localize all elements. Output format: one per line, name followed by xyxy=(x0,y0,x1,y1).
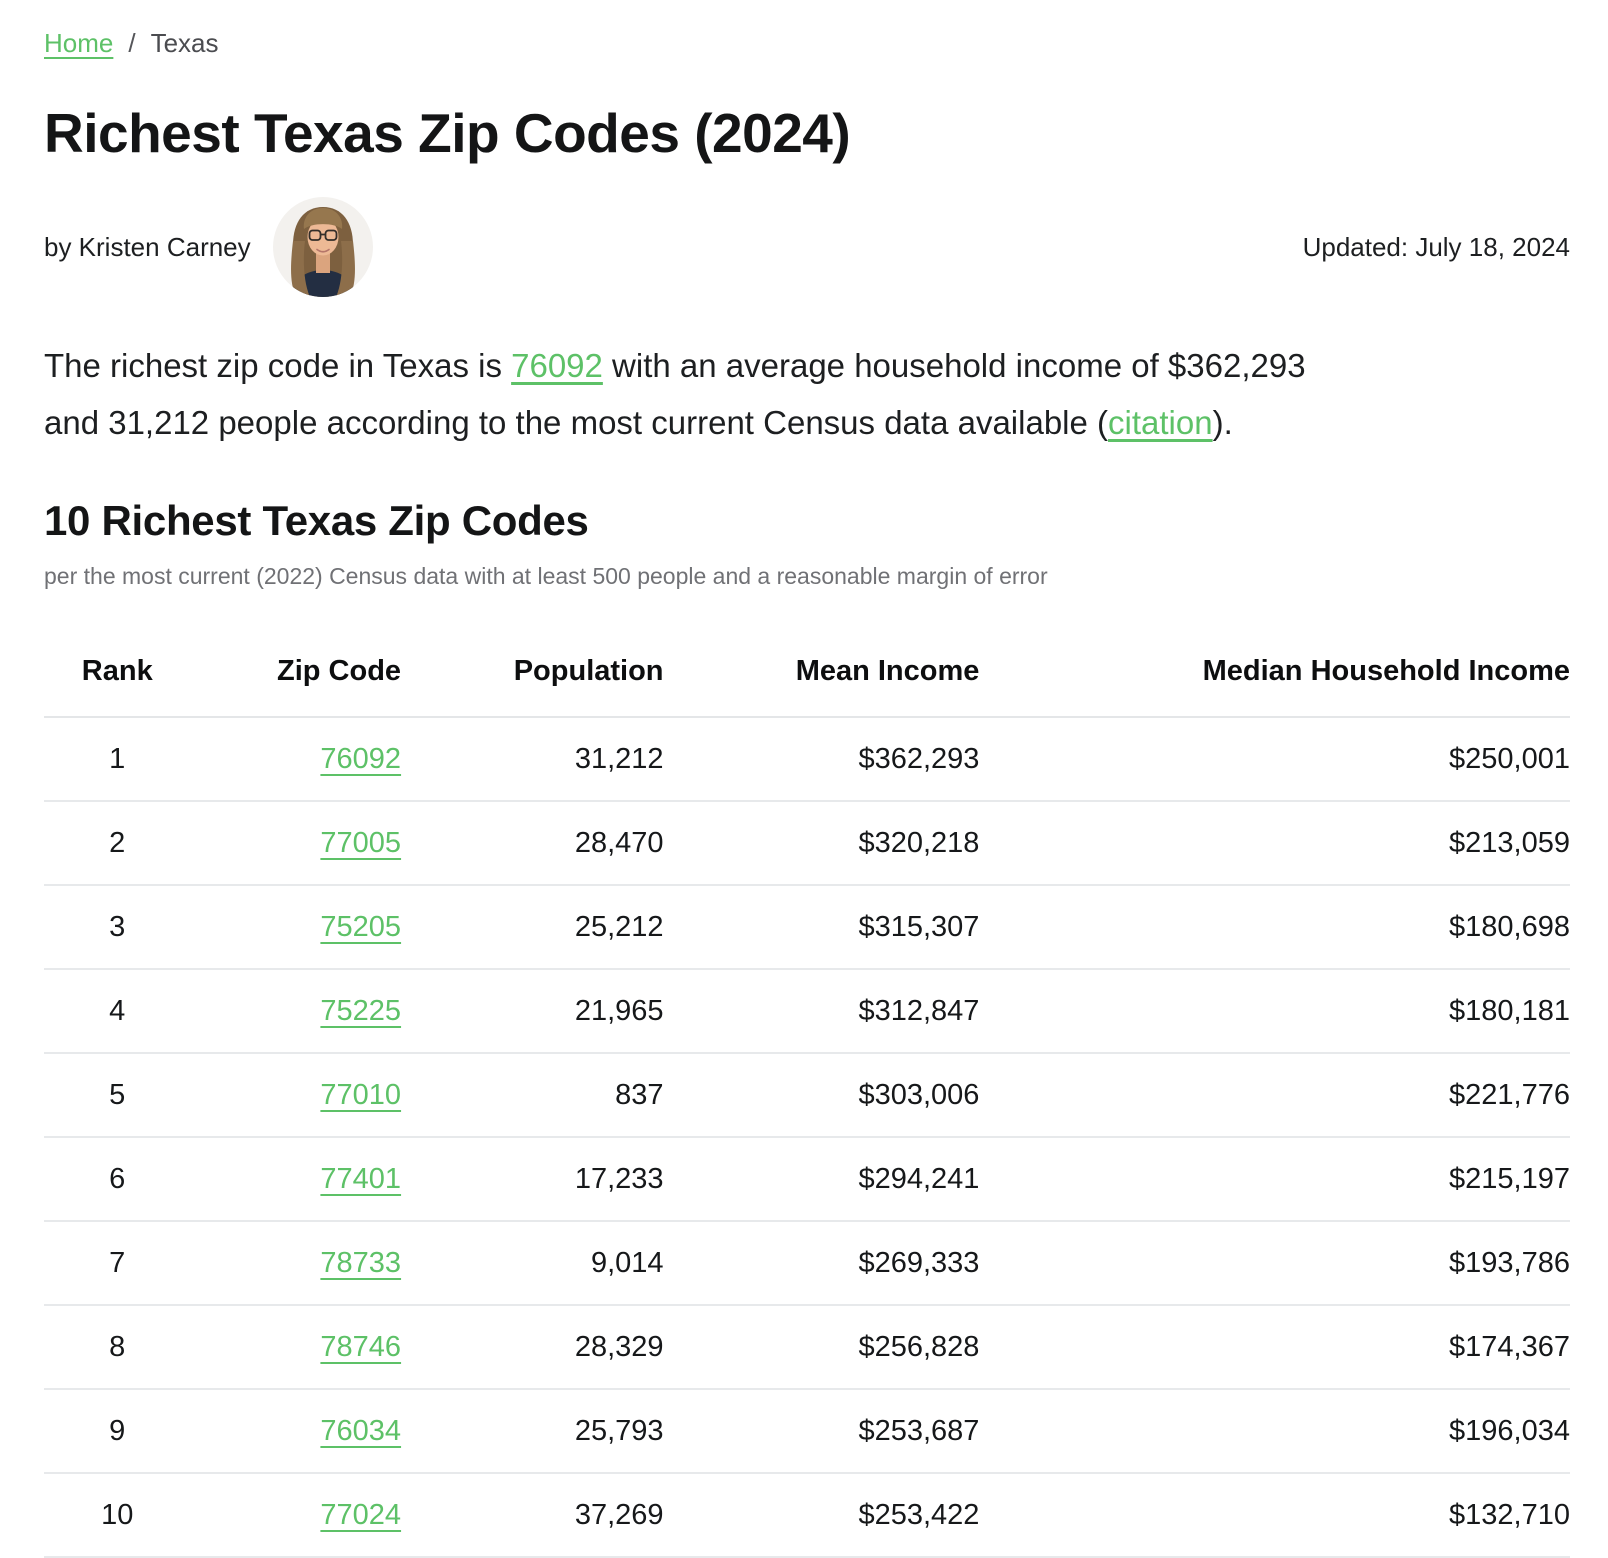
column-header-mean-income: Mean Income xyxy=(663,614,980,718)
rank-cell: 2 xyxy=(44,801,191,886)
richest-zip-codes-table: Rank Zip Code Population Mean Income Med… xyxy=(44,614,1570,1558)
breadcrumb-home-link[interactable]: Home xyxy=(44,28,114,58)
zip-cell: 76092 xyxy=(190,717,402,802)
population-cell: 28,470 xyxy=(401,801,664,886)
rank-cell: 7 xyxy=(44,1221,191,1306)
zip-cell: 77010 xyxy=(190,1053,402,1138)
table-row: 8 78746 28,329 $256,828 $174,367 xyxy=(44,1305,1570,1390)
zip-link[interactable]: 78746 xyxy=(320,1331,402,1363)
median-income-cell: $132,710 xyxy=(979,1473,1570,1558)
section-heading: 10 Richest Texas Zip Codes xyxy=(44,497,589,544)
mean-income-cell: $269,333 xyxy=(663,1221,980,1306)
citation-link[interactable]: citation xyxy=(1108,404,1213,441)
zip-link[interactable]: 77005 xyxy=(320,827,402,859)
population-cell: 31,212 xyxy=(401,717,664,802)
table-row: 1 76092 31,212 $362,293 $250,001 xyxy=(44,717,1570,802)
intro-text-2: with an average household income of $362… xyxy=(602,347,1306,384)
zip-link[interactable]: 76034 xyxy=(320,1415,402,1447)
population-cell: 25,212 xyxy=(401,885,664,970)
page-title: Richest Texas Zip Codes (2024) xyxy=(44,102,851,164)
author-avatar xyxy=(272,197,373,297)
updated-date: Updated: July 18, 2024 xyxy=(1302,231,1570,262)
intro-text-1: The richest zip code in Texas is xyxy=(44,347,512,384)
zip-link[interactable]: 77401 xyxy=(320,1163,402,1195)
zip-link[interactable]: 77024 xyxy=(320,1499,402,1531)
table-row: 4 75225 21,965 $312,847 $180,181 xyxy=(44,969,1570,1054)
population-cell: 37,269 xyxy=(401,1473,664,1558)
rank-cell: 10 xyxy=(44,1473,191,1558)
breadcrumb-current: Texas xyxy=(150,28,219,58)
column-header-zip: Zip Code xyxy=(190,614,402,718)
median-income-cell: $180,698 xyxy=(979,885,1570,970)
column-header-rank: Rank xyxy=(44,614,191,718)
mean-income-cell: $256,828 xyxy=(663,1305,980,1390)
table-row: 9 76034 25,793 $253,687 $196,034 xyxy=(44,1389,1570,1474)
median-income-cell: $221,776 xyxy=(979,1053,1570,1138)
median-income-cell: $213,059 xyxy=(979,801,1570,886)
population-cell: 9,014 xyxy=(401,1221,664,1306)
zip-cell: 75225 xyxy=(190,969,402,1054)
rank-cell: 3 xyxy=(44,885,191,970)
zip-link[interactable]: 76092 xyxy=(320,743,402,775)
rank-cell: 9 xyxy=(44,1389,191,1474)
mean-income-cell: $315,307 xyxy=(663,885,980,970)
mean-income-cell: $253,687 xyxy=(663,1389,980,1474)
mean-income-cell: $320,218 xyxy=(663,801,980,886)
table-row: 10 77024 37,269 $253,422 $132,710 xyxy=(44,1473,1570,1558)
intro-zip-link[interactable]: 76092 xyxy=(511,347,603,384)
median-income-cell: $196,034 xyxy=(979,1389,1570,1474)
byline-row: by Kristen Carney Updated: July 18, 2024 xyxy=(44,197,1570,297)
rank-cell: 5 xyxy=(44,1053,191,1138)
zip-cell: 77401 xyxy=(190,1137,402,1222)
zip-cell: 77005 xyxy=(190,801,402,886)
rank-cell: 1 xyxy=(44,717,191,802)
rank-cell: 4 xyxy=(44,969,191,1054)
population-cell: 25,793 xyxy=(401,1389,664,1474)
intro-text-3: and 31,212 people according to the most … xyxy=(44,404,1109,441)
table-header-row: Rank Zip Code Population Mean Income Med… xyxy=(44,614,1570,718)
byline: by Kristen Carney xyxy=(44,231,251,262)
table-row: 6 77401 17,233 $294,241 $215,197 xyxy=(44,1137,1570,1222)
population-cell: 17,233 xyxy=(401,1137,664,1222)
population-cell: 21,965 xyxy=(401,969,664,1054)
column-header-population: Population xyxy=(401,614,664,718)
table-row: 7 78733 9,014 $269,333 $193,786 xyxy=(44,1221,1570,1306)
section-subtitle: per the most current (2022) Census data … xyxy=(44,563,1048,589)
zip-link[interactable]: 75225 xyxy=(320,995,402,1027)
zip-cell: 77024 xyxy=(190,1473,402,1558)
table-row: 3 75205 25,212 $315,307 $180,698 xyxy=(44,885,1570,970)
mean-income-cell: $312,847 xyxy=(663,969,980,1054)
median-income-cell: $180,181 xyxy=(979,969,1570,1054)
breadcrumb-separator: / xyxy=(128,28,136,58)
table-row: 5 77010 837 $303,006 $221,776 xyxy=(44,1053,1570,1138)
zip-cell: 78733 xyxy=(190,1221,402,1306)
mean-income-cell: $294,241 xyxy=(663,1137,980,1222)
mean-income-cell: $303,006 xyxy=(663,1053,980,1138)
intro-paragraph: The richest zip code in Texas is 76092 w… xyxy=(44,337,1570,451)
zip-cell: 78746 xyxy=(190,1305,402,1390)
median-income-cell: $215,197 xyxy=(979,1137,1570,1222)
mean-income-cell: $253,422 xyxy=(663,1473,980,1558)
intro-text-4: ). xyxy=(1212,404,1233,441)
median-income-cell: $250,001 xyxy=(979,717,1570,802)
breadcrumb: Home / Texas xyxy=(44,28,1570,59)
zip-cell: 75205 xyxy=(190,885,402,970)
population-cell: 837 xyxy=(401,1053,664,1138)
population-cell: 28,329 xyxy=(401,1305,664,1390)
zip-link[interactable]: 75205 xyxy=(320,911,402,943)
rank-cell: 8 xyxy=(44,1305,191,1390)
median-income-cell: $174,367 xyxy=(979,1305,1570,1390)
zip-link[interactable]: 78733 xyxy=(320,1247,402,1279)
zip-cell: 76034 xyxy=(190,1389,402,1474)
rank-cell: 6 xyxy=(44,1137,191,1222)
table-row: 2 77005 28,470 $320,218 $213,059 xyxy=(44,801,1570,886)
median-income-cell: $193,786 xyxy=(979,1221,1570,1306)
zip-link[interactable]: 77010 xyxy=(320,1079,402,1111)
column-header-median-income: Median Household Income xyxy=(979,614,1570,718)
mean-income-cell: $362,293 xyxy=(663,717,980,802)
author-photo-icon xyxy=(272,197,373,297)
